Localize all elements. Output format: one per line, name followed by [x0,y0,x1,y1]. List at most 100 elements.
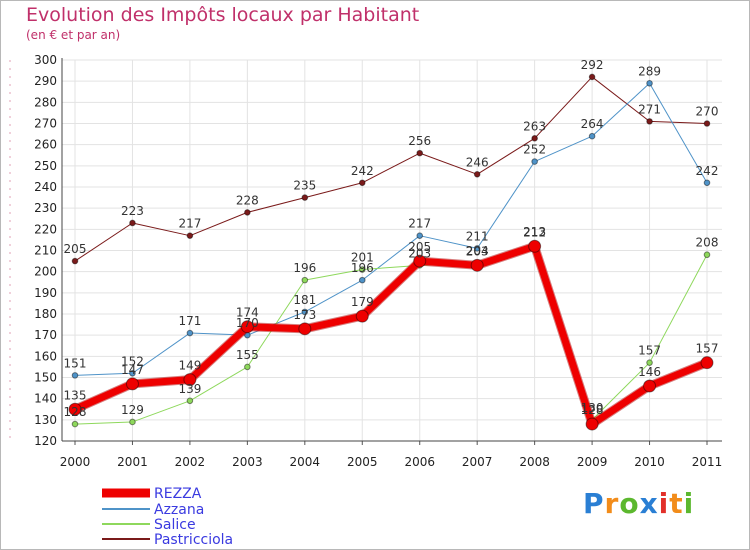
point-pastricciola-2005 [358,179,366,187]
x-tick-2010: 2010 [634,455,665,469]
point-salice-2001 [129,418,136,426]
x-tick-2008: 2008 [519,455,550,469]
label-pastricciola-2000: 205 [64,242,87,256]
point-pastricciola-2011 [703,120,711,127]
label-rezza-2004: 173 [293,308,316,322]
y-tick-300: 300 [34,53,57,67]
label-salice-2000: 128 [64,405,87,419]
logo-letter: i [683,487,695,520]
point-azzana-2008 [531,158,538,165]
label-rezza-2000: 135 [64,388,87,402]
label-rezza-2011: 157 [696,342,719,356]
label-salice-2010: 157 [638,344,661,358]
label-salice-2004: 196 [293,261,316,275]
label-azzana-2003: 170 [236,316,259,330]
point-pastricciola-2004 [301,194,309,201]
label-salice-2008: 213 [523,225,546,239]
point-azzana-2010 [646,79,653,87]
y-tick-labels: 120 130 140 150 160 170 180 190 200 210 220 230 240 2… [34,53,57,448]
y-tick-280: 280 [34,95,57,109]
label-rezza-2003: 174 [236,306,259,320]
point-azzana-2011 [703,179,711,187]
label-salice-2003: 155 [236,348,259,362]
y-tick-190: 190 [34,286,57,300]
legend-label-rezza: REZZA [154,486,202,502]
logo-letter: r [604,487,620,520]
label-azzana-2009: 264 [581,117,604,131]
x-tick-2002: 2002 [175,455,206,469]
point-rezza-2009 [585,417,599,431]
label-azzana-2000: 151 [64,356,87,370]
label-rezza-2006: 205 [408,240,431,254]
point-rezza-2005 [355,309,369,323]
point-pastricciola-2010 [646,118,653,125]
y-tick-240: 240 [34,180,57,194]
label-salice-2002: 139 [178,382,201,396]
label-pastricciola-2005: 242 [351,164,374,178]
x-tick-2001: 2001 [117,455,148,469]
data-labels: 205 223 217 228 235 242 256 246 263 292 271 270 151 1… [64,58,719,419]
y-tick-230: 230 [34,201,57,215]
y-tick-170: 170 [34,328,57,342]
y-tick-220: 220 [34,222,57,236]
label-salice-2011: 208 [696,236,719,250]
label-pastricciola-2010: 271 [638,102,661,116]
series-line-pastricciola [74,76,708,262]
logo-letter: i [658,487,670,520]
y-tick-140: 140 [34,392,57,406]
y-tick-120: 120 [34,434,57,448]
point-pastricciola-2002 [186,232,194,239]
series-line-salice [74,243,708,425]
point-rezza-2010 [643,379,657,393]
series-line-azzana [74,82,708,376]
label-azzana-2006: 217 [408,217,431,231]
point-salice-2010 [646,359,653,366]
point-azzana-2007 [473,245,481,252]
label-rezza-2005: 179 [351,295,374,309]
label-rezza-2007: 203 [466,244,489,258]
label-salice-2009: 130 [581,401,604,415]
label-salice-2007: 204 [466,244,489,258]
point-rezza-2000 [68,402,82,416]
point-pastricciola-2006 [416,149,424,157]
label-rezza-2008: 212 [523,225,546,239]
label-rezza-2002: 149 [178,359,201,373]
label-azzana-2007: 211 [466,229,489,243]
y-tick-160: 160 [34,349,57,363]
x-tick-2005: 2005 [347,455,378,469]
label-azzana-2002: 171 [178,314,201,328]
point-pastricciola-2003 [244,209,251,216]
point-azzana-2006 [416,232,424,239]
point-salice-2003 [244,363,251,371]
x-tick-2003: 2003 [232,455,263,469]
chart-title: Evolution des Impôts locaux par Habitant [26,4,420,26]
point-pastricciola-2001 [129,219,136,227]
label-azzana-2010: 289 [638,64,661,78]
legend-label-azzana: Azzana [154,502,204,518]
legend-label-salice: Salice [154,517,196,533]
legend-label-pastricciola: Pastricciola [154,532,233,548]
logo-letter: o [619,487,640,520]
point-pastricciola-2009 [588,73,596,81]
x-tick-2009: 2009 [577,455,608,469]
point-rezza-2002 [183,373,197,387]
point-pastricciola-2007 [473,171,481,178]
point-rezza-2007 [470,258,484,272]
x-tick-2007: 2007 [462,455,493,469]
label-pastricciola-2004: 235 [293,179,316,193]
label-rezza-2009: 128 [581,403,604,417]
point-rezza-2011 [700,356,714,370]
logo-letter: P [583,487,605,520]
logo-letter: t [669,487,684,520]
y-tick-210: 210 [34,244,57,258]
point-rezza-2004 [298,322,312,336]
point-azzana-2004 [301,308,309,316]
label-pastricciola-2006: 256 [408,134,431,148]
label-pastricciola-2002: 217 [178,217,201,231]
point-azzana-2005 [358,276,366,284]
label-salice-2006: 203 [408,246,431,260]
point-salice-2000 [71,420,79,428]
x-tick-2000: 2000 [60,455,91,469]
